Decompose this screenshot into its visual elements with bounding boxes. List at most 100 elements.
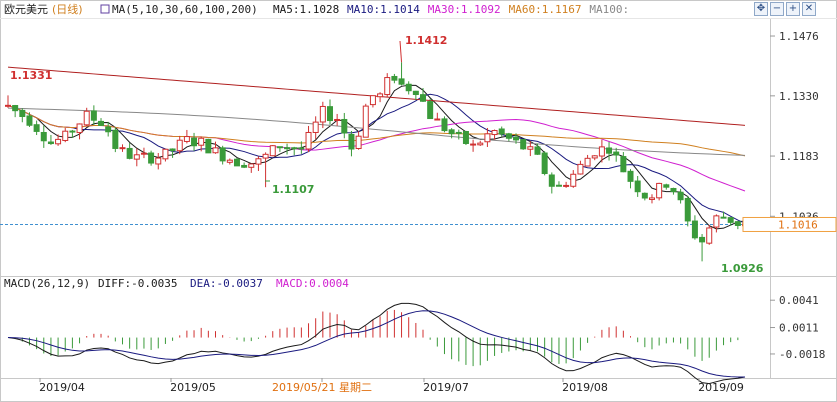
candle-body <box>83 110 90 126</box>
candle-body <box>305 131 312 150</box>
candle-body <box>656 182 663 199</box>
close-icon[interactable]: ✕ <box>802 2 816 16</box>
candle-body <box>691 220 698 239</box>
candle-body <box>627 170 634 182</box>
candle-body <box>33 124 40 132</box>
candle-body <box>355 135 362 149</box>
move-icon[interactable]: ✥ <box>754 2 768 16</box>
ma-checkbox-icon[interactable] <box>100 4 110 14</box>
zoom-in-icon[interactable]: + <box>786 2 800 16</box>
candle-body <box>670 187 677 193</box>
candle-body <box>205 138 212 154</box>
ma-value-label: MA60:1.1167 <box>509 3 582 16</box>
candle-body <box>169 148 176 152</box>
candle-body <box>341 118 348 134</box>
candle-body <box>498 128 505 135</box>
time-tick-label: 2019/09 <box>698 381 744 394</box>
candle-body <box>162 148 169 160</box>
candle-body <box>505 133 512 139</box>
candle-body <box>584 157 591 167</box>
start-annotation: 1.1331 <box>10 69 52 82</box>
candle-body <box>112 129 119 149</box>
candle-body <box>219 147 226 162</box>
candle-body <box>212 147 219 154</box>
candle-body <box>491 130 498 136</box>
moving-average-lines <box>7 66 746 230</box>
candle-body <box>477 142 484 146</box>
candle-body <box>455 131 462 134</box>
candle-body <box>405 83 412 92</box>
macd-value-label: MACD:0.0004 <box>276 277 349 290</box>
candle-body <box>470 143 477 146</box>
candle-body <box>105 126 112 133</box>
candle-body <box>40 131 47 142</box>
candle-body <box>12 105 19 112</box>
time-tick-label: 2019/08 <box>562 381 608 394</box>
candle-body <box>262 153 269 159</box>
ma200-line <box>7 66 746 126</box>
candle-body <box>441 118 448 132</box>
candle-body <box>284 147 291 150</box>
candle-body <box>548 174 555 187</box>
candle-body <box>241 164 248 168</box>
candle-body <box>191 137 198 147</box>
candle-body <box>427 101 434 120</box>
ma-value-label: MA100: <box>589 3 629 16</box>
candle-body <box>699 236 706 243</box>
low-annotation-may: 1.1107 <box>272 183 314 196</box>
price-tick-label: 1.1183 <box>779 150 819 163</box>
price-tick-label: 1.1330 <box>779 90 819 103</box>
candlesticks <box>5 40 748 262</box>
candle-body <box>140 152 147 155</box>
candle-body <box>255 158 262 165</box>
candle-body <box>269 145 276 157</box>
candle-body <box>577 163 584 175</box>
macd-dea-label: DEA:-0.0037 <box>190 277 263 290</box>
ma-value-label: MA30:1.1092 <box>428 3 501 16</box>
macd-dea-line <box>7 310 746 378</box>
candle-body <box>398 78 405 85</box>
ma100-line <box>7 107 746 156</box>
candle-body <box>369 95 376 106</box>
candle-body <box>598 146 605 157</box>
last-price: 1.1016 <box>742 216 837 232</box>
candle-body <box>119 147 126 150</box>
ma30-line <box>7 104 746 192</box>
macd-tick-label: 0.0041 <box>779 294 819 307</box>
candle-body <box>377 93 384 98</box>
candle-body <box>391 75 398 81</box>
candle-body <box>319 105 326 123</box>
candle-body <box>563 184 570 187</box>
candle-body <box>613 151 620 156</box>
candle-body <box>298 147 305 150</box>
candle-body <box>248 163 255 168</box>
candle-body <box>5 104 11 107</box>
candle-body <box>98 120 105 126</box>
macd-label: MACD(26,12,9) <box>4 277 90 290</box>
candle-body <box>634 180 641 193</box>
candle-body <box>620 156 627 173</box>
instrument-name: 欧元美元 <box>4 3 48 16</box>
candle-body <box>570 173 577 187</box>
candle-body <box>677 191 684 201</box>
candle-body <box>126 147 133 159</box>
time-tick-label: 2019/07 <box>423 381 469 394</box>
candle-body <box>62 130 69 141</box>
ma-value-label: MA10:1.1014 <box>347 3 420 16</box>
time-tick-label: 2019/05/21 星期二 <box>272 381 372 394</box>
ma-value-label: MA5:1.1028 <box>273 3 339 16</box>
period-label: (日线) <box>52 2 83 16</box>
candle-body <box>312 121 319 133</box>
last-price-label: 1.1016 <box>778 218 818 231</box>
ma-params: MA(5,10,30,60,100,200) <box>112 3 258 16</box>
candle-body <box>641 192 648 199</box>
candle-body <box>713 215 720 228</box>
candle-body <box>334 118 341 121</box>
price-tick-label: 1.1476 <box>779 30 819 43</box>
high-pointer <box>399 40 403 63</box>
candle-body <box>226 159 233 163</box>
ma-values: MA5:1.1028 MA10:1.1014 MA30:1.1092 MA60:1.1… <box>273 3 629 16</box>
time-axis: 2019/04 2019/05 2019/05/21 星期二 2019/07 2019/… <box>39 378 744 394</box>
zoom-out-icon[interactable]: − <box>770 2 784 16</box>
